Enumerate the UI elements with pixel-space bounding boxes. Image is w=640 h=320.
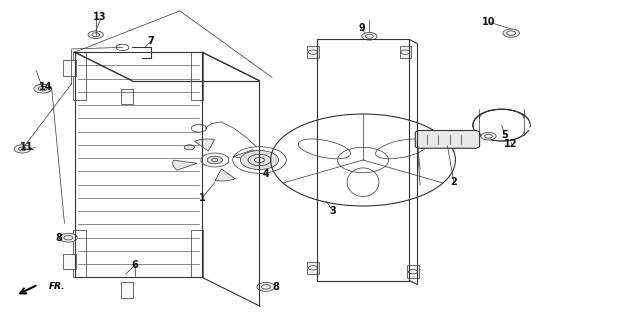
Circle shape [503, 29, 520, 37]
Wedge shape [233, 150, 257, 160]
Wedge shape [195, 139, 214, 151]
Wedge shape [173, 160, 197, 170]
Bar [407, 265, 419, 278]
Text: 7: 7 [148, 36, 154, 46]
Text: 8: 8 [272, 282, 279, 292]
Circle shape [254, 157, 264, 163]
Bar [120, 282, 133, 298]
Text: 2: 2 [451, 177, 457, 187]
Text: 11: 11 [20, 142, 34, 152]
Text: 12: 12 [504, 139, 518, 149]
Circle shape [241, 150, 278, 170]
Circle shape [14, 145, 31, 153]
Text: 5: 5 [501, 130, 508, 140]
Bar [74, 52, 86, 100]
Text: 1: 1 [199, 193, 205, 203]
Text: 9: 9 [358, 23, 365, 33]
Circle shape [88, 31, 103, 38]
Bar [307, 261, 319, 274]
Bar [74, 230, 86, 277]
Bar [191, 52, 204, 100]
Text: 3: 3 [330, 206, 336, 216]
Text: 6: 6 [132, 260, 139, 270]
FancyBboxPatch shape [415, 131, 479, 148]
Text: 14: 14 [39, 82, 52, 92]
Circle shape [248, 154, 271, 166]
Text: FR.: FR. [49, 282, 66, 292]
Circle shape [481, 132, 496, 140]
Bar [307, 46, 319, 59]
Circle shape [257, 283, 275, 291]
Bar [63, 60, 76, 76]
Bar [191, 230, 204, 277]
Circle shape [184, 145, 195, 150]
Text: 4: 4 [262, 169, 269, 179]
Text: 8: 8 [55, 233, 62, 243]
Wedge shape [215, 169, 236, 181]
Bar [120, 89, 133, 105]
Circle shape [34, 84, 52, 93]
Circle shape [60, 233, 77, 242]
Text: 13: 13 [93, 12, 107, 22]
Circle shape [207, 156, 223, 164]
Bar [63, 253, 76, 269]
Text: 10: 10 [482, 17, 495, 27]
Bar [399, 46, 411, 59]
Circle shape [362, 32, 377, 40]
